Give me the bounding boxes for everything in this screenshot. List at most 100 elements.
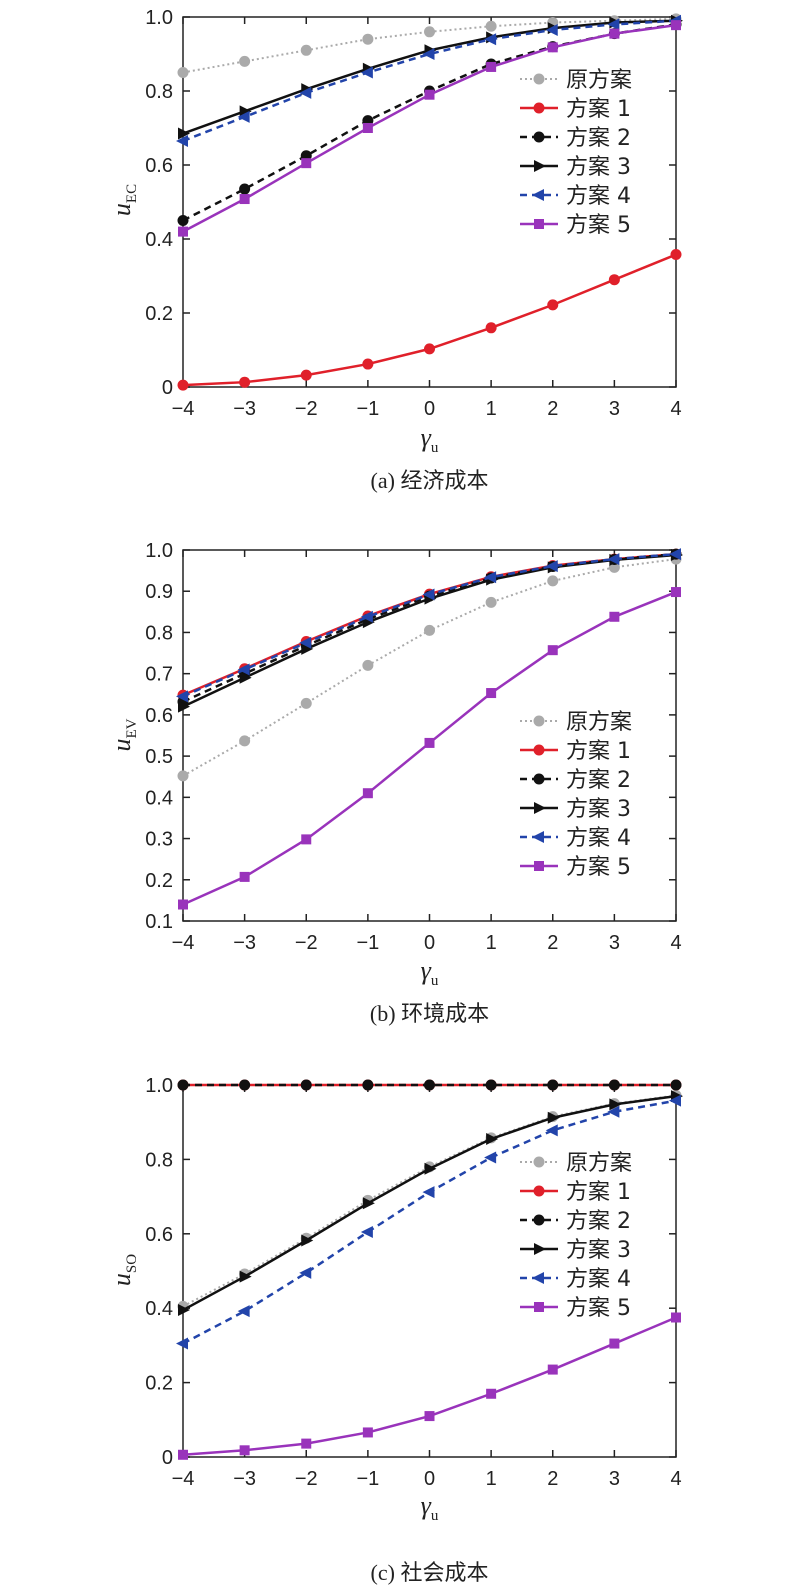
y-tick-label: 0.8 (145, 1149, 173, 1171)
y-tick-label: 0.2 (145, 870, 173, 892)
data-point (671, 20, 681, 31)
y-tick-label: 0.7 (145, 664, 173, 686)
y-tick-label: 0.3 (145, 829, 173, 851)
data-point (300, 697, 312, 709)
legend-label: 方案 1 (566, 97, 631, 122)
data-point (424, 1162, 437, 1175)
data-point (300, 369, 312, 381)
series-5 (176, 14, 681, 147)
data-point (424, 737, 435, 748)
data-point (177, 67, 189, 78)
data-point (484, 1151, 497, 1164)
series-3 (177, 1079, 682, 1091)
chart-2: 0.1 0.2 0.3 0.4 0.5 0.6 0.7 0.8 0.9 1.0 −4 −3 −2 −1 0 1… (107, 540, 683, 1026)
series-4 (178, 1090, 683, 1317)
x-axis-subscript: u (431, 1508, 439, 1524)
data-point (362, 358, 374, 370)
data-point (300, 1079, 312, 1091)
data-point (362, 123, 373, 133)
legend-marker (533, 1156, 545, 1168)
series-2 (177, 548, 682, 701)
data-point (486, 1388, 497, 1399)
data-point (607, 553, 620, 566)
legend-label: 方案 4 (566, 1267, 631, 1292)
legend-marker (534, 1243, 546, 1255)
legend-label: 方案 3 (566, 1238, 631, 1263)
data-point (301, 834, 312, 845)
data-point (362, 659, 374, 671)
x-axis-symbol: γ (421, 1491, 432, 1520)
data-point (239, 55, 251, 67)
x-tick-label: 1 (486, 932, 497, 954)
data-point (485, 596, 497, 608)
data-point (301, 642, 314, 655)
legend-label: 原方案 (566, 68, 632, 93)
data-point (178, 226, 188, 237)
data-point (239, 376, 251, 388)
series-5 (176, 1094, 681, 1350)
x-axis-symbol: γ (421, 956, 432, 985)
y-axis-subscript: EC (124, 184, 140, 203)
x-tick-label: 1 (486, 398, 497, 420)
chart-caption: (b) 环境成本 (370, 1001, 489, 1026)
data-point (424, 343, 435, 355)
legend-label: 原方案 (566, 1151, 632, 1176)
data-point (424, 624, 435, 636)
data-point (299, 1266, 312, 1279)
y-tick-label: 1.0 (145, 7, 173, 29)
legend-marker (532, 831, 544, 843)
data-point (670, 1079, 682, 1091)
data-point (485, 1079, 497, 1091)
x-tick-label: 4 (670, 398, 681, 420)
data-point (239, 194, 250, 205)
data-point (547, 1079, 559, 1091)
y-tick-label: 0.9 (145, 581, 173, 603)
y-tick-label: 0.6 (145, 705, 173, 727)
data-point (239, 1079, 251, 1091)
data-point (177, 770, 189, 782)
y-tick-label: 0.6 (145, 155, 173, 177)
data-point (178, 700, 190, 713)
data-point (176, 134, 188, 147)
data-point (547, 645, 558, 656)
y-axis-label: uEC (107, 184, 140, 216)
legend-label: 方案 1 (566, 739, 631, 764)
data-point (422, 1186, 435, 1199)
legend-label: 方案 3 (566, 155, 631, 180)
data-point (486, 1132, 499, 1145)
legend-label: 方案 5 (566, 213, 631, 238)
data-point (301, 158, 312, 169)
data-point (178, 899, 188, 910)
data-point (484, 571, 497, 584)
data-point (300, 44, 312, 56)
x-tick-label: −4 (172, 932, 195, 954)
x-tick-label: −2 (295, 398, 318, 420)
x-tick-label: 3 (609, 932, 620, 954)
legend-marker (533, 1185, 545, 1197)
y-tick-label: 0 (162, 377, 173, 399)
data-point (237, 110, 250, 123)
legend-marker (533, 102, 545, 114)
data-point (239, 671, 252, 684)
data-point (547, 575, 559, 587)
y-tick-label: 0.8 (145, 622, 173, 644)
x-tick-label: 3 (609, 1468, 620, 1490)
legend-marker (533, 131, 545, 143)
y-tick-label: 0.6 (145, 1224, 173, 1246)
data-point (547, 1364, 558, 1375)
y-tick-label: 0.2 (145, 303, 173, 325)
legend-marker (533, 773, 545, 785)
data-point (176, 1337, 188, 1350)
y-axis-subscript: EV (124, 718, 140, 738)
x-axis-label: γu (421, 1491, 439, 1524)
x-axis-symbol: γ (421, 423, 432, 452)
x-axis-label: γu (421, 956, 439, 989)
legend-marker (534, 802, 546, 814)
data-point (671, 1312, 681, 1323)
legend-marker (533, 73, 545, 85)
x-tick-label: 2 (547, 398, 558, 420)
